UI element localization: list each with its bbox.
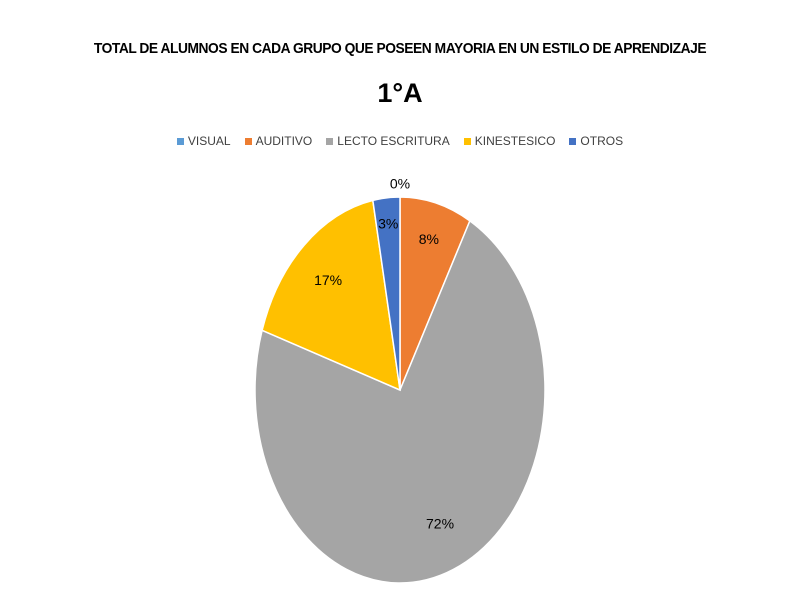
legend-swatch [569,137,577,145]
legend-item-otros: OTROS [569,134,623,148]
legend-label: LECTO ESCRITURA [337,134,450,148]
legend-swatch [244,137,252,145]
legend-swatch [463,137,471,145]
legend-swatch [176,137,184,145]
pie-slice-lecto-escritura [254,219,546,584]
data-label-otros: 3% [378,215,398,231]
chart-subtitle: 1°A [377,78,423,108]
legend-label: VISUAL [187,134,231,148]
legend-item-auditivo: AUDITIVO [244,134,313,148]
legend-item-visual: VISUAL [176,134,231,148]
legend-label: AUDITIVO [255,134,313,148]
legend-swatch [326,137,334,145]
legend-item-kinestesico: KINESTESICO [463,134,556,148]
data-label-auditivo: 8% [419,231,439,247]
legend-label: KINESTESICO [474,134,556,148]
pie-slice-otros [371,196,401,391]
pie-slice-kinestesico [261,199,401,392]
data-label-kinestesico: 17% [314,272,342,288]
pie-slice-auditivo [399,196,471,391]
data-label-visual: 0% [390,176,410,192]
legend-label: OTROS [580,134,624,148]
legend-item-lecto-escritura: LECTO ESCRITURA [326,134,450,148]
legend: VISUAL AUDITIVO LECTO ESCRITURA KINESTESICO… [0,134,800,148]
data-label-lecto-escritura: 72% [426,515,454,531]
chart-title: TOTAL DE ALUMNOS EN CADA GRUPO QUE POSEE… [93,40,707,57]
